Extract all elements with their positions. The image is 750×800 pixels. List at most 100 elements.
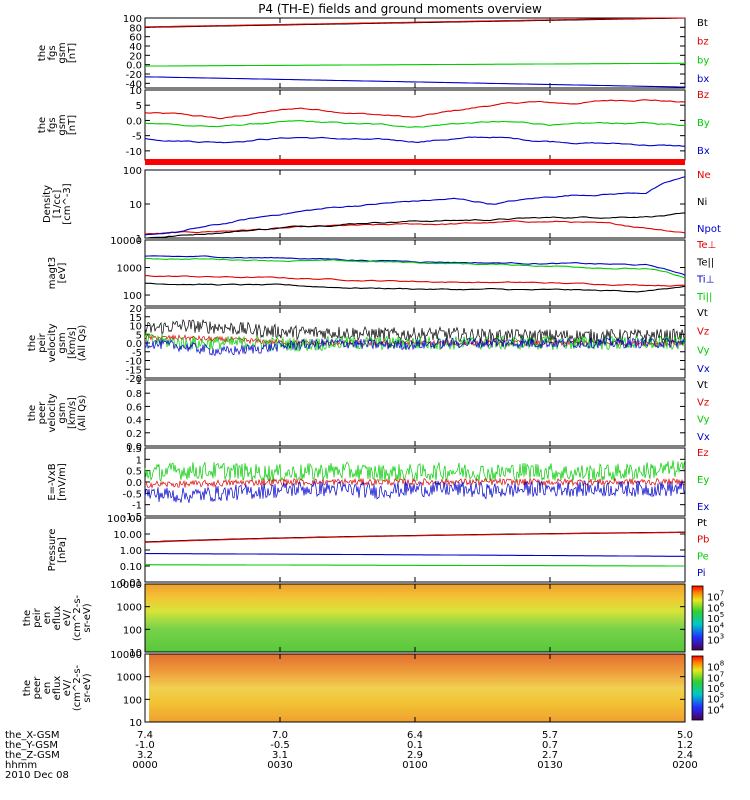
heatmap-image xyxy=(145,654,685,722)
y-tick-label: 5 xyxy=(136,101,142,112)
y-axis-label: [eV] xyxy=(57,263,68,284)
y-tick-label: 10 xyxy=(129,718,142,729)
y-axis-label: [mV/m] xyxy=(57,463,68,501)
y-axis-label: [cm^-3] xyxy=(62,183,73,224)
colorbar-exponent: 6 xyxy=(720,681,725,689)
y-tick-label: 10 xyxy=(129,86,142,97)
legend-label: Vz xyxy=(697,327,709,338)
y-axis-label: eflux xyxy=(52,606,63,631)
heatmap-gap xyxy=(145,654,149,722)
series-line xyxy=(144,176,686,236)
panel-frame xyxy=(144,17,686,89)
y-tick-label: 1000 xyxy=(117,673,142,684)
y-axis-label: eV/ xyxy=(62,679,73,696)
panel-6: 0.0 0.2 0.4 0.6 0.8 1 the peer velocity gsm [km/s]… xyxy=(27,376,710,453)
y-axis-label: the xyxy=(27,405,38,421)
legend-label: Bz xyxy=(697,90,709,101)
colorbar-exponent: 4 xyxy=(720,702,725,710)
y-tick-label: 1000 xyxy=(117,603,142,614)
y-axis-label: gsm xyxy=(57,332,68,353)
legend-label: By xyxy=(697,118,710,129)
y-tick-label: -10 xyxy=(126,357,142,368)
x-tick-label: -1.0 xyxy=(135,740,155,751)
series-line xyxy=(144,120,685,128)
x-tick-label: 3.2 xyxy=(137,750,153,761)
y-tick-label: 0.10 xyxy=(120,562,142,573)
x-tick-label: 2.9 xyxy=(407,750,423,761)
y-tick-label: -1 xyxy=(132,501,142,512)
colorbar-exponent: 8 xyxy=(720,660,724,668)
legend-label: bz xyxy=(697,37,709,48)
heatmap-image xyxy=(145,584,685,652)
x-tick-label: 0200 xyxy=(672,760,697,771)
y-tick-label: 60 xyxy=(129,33,142,44)
panel-frame xyxy=(144,447,686,517)
y-tick-label: 0.01 xyxy=(120,578,142,589)
y-axis-label: peer xyxy=(32,676,43,700)
y-axis-label: [1/cc] xyxy=(52,190,63,219)
y-tick-label: 0.0 xyxy=(126,116,142,127)
y-tick-label: 80 xyxy=(129,23,142,34)
series-line xyxy=(144,99,686,120)
y-axis-label: [nT] xyxy=(67,43,78,63)
y-axis-label: (cm^2-s- xyxy=(72,594,83,641)
y-axis-label: the xyxy=(37,117,48,133)
y-axis-label: Density xyxy=(42,185,53,223)
series-line xyxy=(144,318,686,344)
data-availability-bar xyxy=(145,159,685,165)
y-tick-label: -40 xyxy=(126,79,142,90)
y-tick-label: 10000 xyxy=(110,650,142,661)
legend-label: Vz xyxy=(697,397,709,408)
series-line xyxy=(145,564,685,567)
x-tick-label: 5.0 xyxy=(677,730,693,741)
y-tick-label: 1.5 xyxy=(126,444,142,455)
panel-frame xyxy=(144,169,686,239)
x-tick-label: 6.4 xyxy=(407,730,423,741)
x-tick-label: 0.1 xyxy=(407,740,423,751)
y-tick-label: 100 xyxy=(123,166,142,177)
y-axis-label: the xyxy=(22,680,33,696)
legend-label: Bt xyxy=(697,18,708,29)
panel-frame xyxy=(144,517,686,583)
series-line xyxy=(144,531,686,543)
y-axis-label: E=-VxB xyxy=(47,463,58,500)
panel-3: 1 10 100 Density [1/cc] [cm^-3] Ne Ni Npot xyxy=(42,166,721,245)
legend-label: Te⊥ xyxy=(696,240,716,251)
y-axis-label: velocity xyxy=(47,393,58,432)
y-axis-label: gsm xyxy=(57,114,68,135)
y-axis-label: fgs xyxy=(47,117,58,132)
legend-label: Ti|| xyxy=(696,292,712,303)
colorbar xyxy=(691,585,704,651)
x-tick-label: 0030 xyxy=(267,760,292,771)
y-tick-label: 0.0 xyxy=(126,339,142,350)
x-tick-label: 0130 xyxy=(537,760,562,771)
y-tick-label: 0.2 xyxy=(126,429,142,440)
legend-label: Ti⊥ xyxy=(696,275,714,286)
y-tick-label: 10 xyxy=(129,648,142,659)
legend-label: Ni xyxy=(697,197,707,208)
x-tick-label: 2.4 xyxy=(677,750,693,761)
y-tick-label: -15 xyxy=(126,365,142,376)
x-row-label: hhmm xyxy=(5,760,37,771)
legend-label: Te|| xyxy=(696,257,714,268)
y-axis-label: peer xyxy=(37,401,48,425)
y-tick-label: 15 xyxy=(129,313,142,324)
y-tick-label: 0.5 xyxy=(126,467,142,478)
y-tick-label: 20 xyxy=(129,51,142,62)
x-tick-label: 7.4 xyxy=(137,730,153,741)
legend-label: Vy xyxy=(697,345,710,356)
y-axis-label: en xyxy=(42,612,53,625)
legend-label: Vt xyxy=(697,380,708,391)
panel-4: 100 1000 10000 magt3 [eV] Te⊥ Te|| Ti⊥ Ti|| xyxy=(47,236,716,307)
legend-label: Pt xyxy=(697,518,707,529)
x-tick-label: 2.7 xyxy=(542,750,558,761)
y-axis-label: the xyxy=(22,610,33,626)
y-tick-label: -5 xyxy=(132,132,142,143)
y-tick-label: 1.00 xyxy=(120,546,142,557)
y-axis-label: fgs xyxy=(47,45,58,60)
